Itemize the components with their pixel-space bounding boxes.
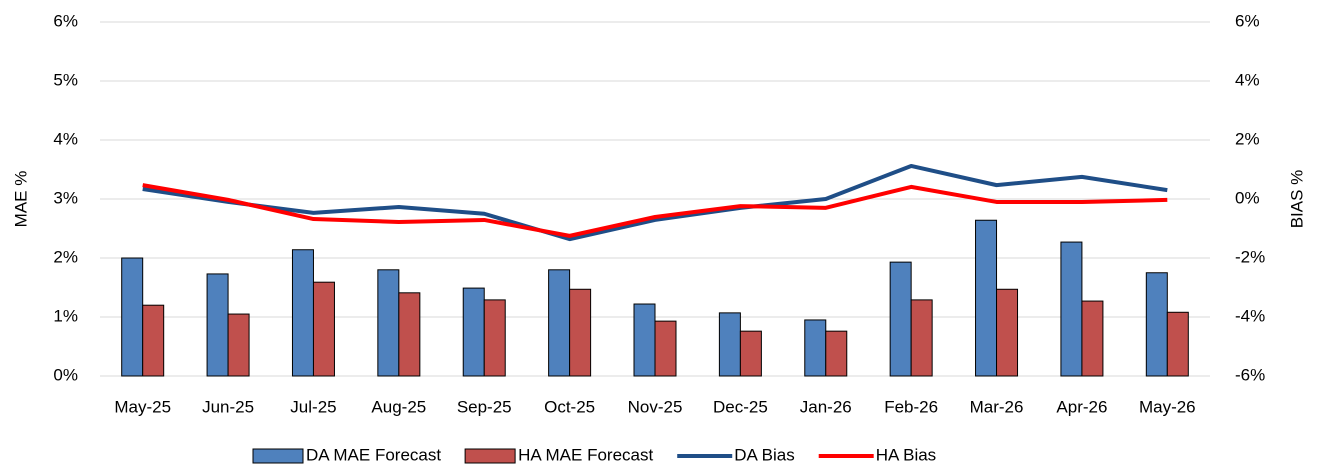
bar [398,292,421,377]
bar [483,299,506,377]
bar [142,304,165,377]
bar [569,288,592,377]
y2-tick-label: 0% [1235,188,1260,207]
bar [462,287,485,377]
line [142,183,1168,238]
x-tick-label: Jun-25 [202,397,254,416]
bar [548,269,571,377]
y2-axis-label: BIAS % [1287,170,1306,229]
bar [1081,300,1104,377]
x-tick-label: Jul-25 [290,397,336,416]
bar [739,330,762,377]
bar [1060,241,1083,377]
bar [1145,272,1168,377]
legend-label: DA Bias [734,445,794,464]
bar [206,273,229,377]
y2-tick-label: -2% [1235,247,1265,266]
y-tick-label: 1% [53,306,78,325]
x-tick-label: Sep-25 [457,397,512,416]
legend-label: HA Bias [876,445,936,464]
y2-tick-label: 4% [1235,70,1260,89]
y-tick-label: 4% [53,129,78,148]
y-tick-label: 0% [53,365,78,384]
x-tick-label: Aug-25 [371,397,426,416]
y-tick-label: 5% [53,70,78,89]
bar [975,219,998,377]
legend-swatch [252,448,304,464]
bar [227,313,250,377]
y2-tick-label: 6% [1235,11,1260,30]
x-tick-label: Apr-26 [1056,397,1107,416]
x-tick-label: Dec-25 [713,397,768,416]
bar [312,281,335,377]
x-tick-label: Feb-26 [884,397,938,416]
bar [654,320,677,377]
x-tick-label: May-26 [1139,397,1196,416]
bar [377,269,400,377]
legend-label: HA MAE Forecast [518,445,653,464]
bar [804,319,827,377]
legend-swatch [464,448,516,464]
y-tick-label: 3% [53,188,78,207]
x-tick-label: Nov-25 [628,397,683,416]
bar [291,249,314,377]
bar [825,330,848,377]
bar [1166,311,1189,377]
legend-label: DA MAE Forecast [306,445,441,464]
y2-tick-label: -6% [1235,365,1265,384]
x-tick-label: Jan-26 [800,397,852,416]
y-tick-label: 6% [53,11,78,30]
y-axis-label: MAE % [11,171,30,228]
bar [910,299,933,377]
x-tick-label: Mar-26 [970,397,1024,416]
bar [889,261,912,377]
y-tick-label: 2% [53,247,78,266]
y2-tick-label: 2% [1235,129,1260,148]
line [142,163,1168,242]
bar [121,257,144,377]
x-tick-label: May-25 [114,397,171,416]
bar [996,288,1019,377]
x-tick-label: Oct-25 [544,397,595,416]
bar [718,312,741,377]
y2-tick-label: -4% [1235,306,1265,325]
bar [633,303,656,377]
